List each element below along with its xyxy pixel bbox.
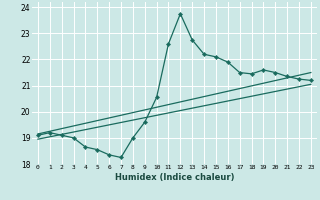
X-axis label: Humidex (Indice chaleur): Humidex (Indice chaleur)	[115, 173, 234, 182]
